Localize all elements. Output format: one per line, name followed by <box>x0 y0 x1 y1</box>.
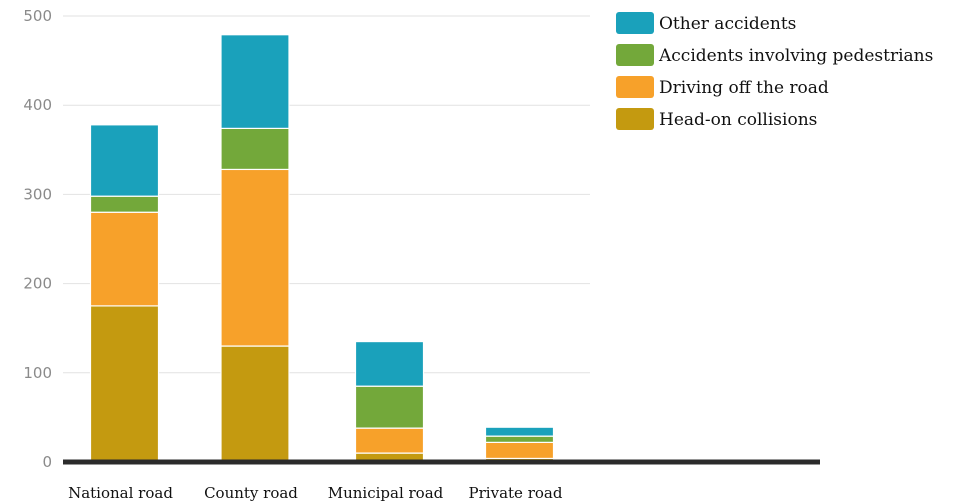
legend-label: Driving off the road <box>659 78 829 98</box>
bar-segment <box>354 340 425 387</box>
bar-segment <box>89 195 160 213</box>
y-tick-label: 500 <box>23 7 52 25</box>
y-tick-label: 400 <box>23 96 52 114</box>
x-tick-label: County road <box>204 484 298 502</box>
bar-segment <box>220 34 290 129</box>
legend: Other accidents Accidents involving pedes… <box>616 12 933 130</box>
bar-segment <box>354 385 425 429</box>
y-tick-label: 300 <box>23 185 52 203</box>
bar-segment <box>484 426 555 437</box>
legend-label: Accidents involving pedestrians <box>658 46 933 66</box>
y-axis-ticks: 0 100 200 300 400 500 <box>23 7 52 471</box>
x-axis-ticks: National road County road Municipal road Pr… <box>68 484 563 502</box>
x-tick-label: Private road <box>469 484 563 502</box>
bar-segment <box>354 427 425 454</box>
bar-segment <box>484 435 555 443</box>
y-tick-label: 100 <box>23 364 52 382</box>
x-tick-label: National road <box>68 484 173 502</box>
bars <box>89 34 555 463</box>
legend-swatch <box>616 76 654 98</box>
bar-segment <box>89 211 160 307</box>
bar-segment <box>89 124 160 197</box>
y-tick-label: 0 <box>42 453 52 471</box>
bar-segment <box>89 305 160 463</box>
bar-segment <box>220 127 290 171</box>
legend-swatch <box>616 108 654 130</box>
x-tick-label: Municipal road <box>328 484 444 502</box>
bar-segment <box>484 441 555 460</box>
bar-segment <box>220 345 290 463</box>
legend-swatch <box>616 12 654 34</box>
legend-swatch <box>616 44 654 66</box>
legend-label: Head-on collisions <box>659 110 817 130</box>
y-tick-label: 200 <box>23 275 52 293</box>
legend-label: Other accidents <box>659 14 796 34</box>
bar-segment <box>220 168 290 347</box>
